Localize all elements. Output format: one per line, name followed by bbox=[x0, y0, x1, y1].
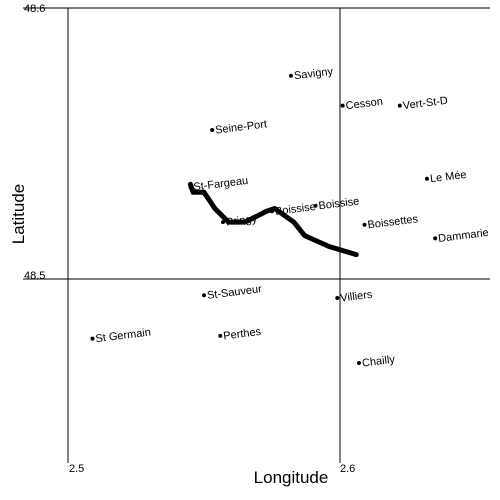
town-marker bbox=[289, 73, 293, 78]
town-marker bbox=[397, 103, 402, 108]
town-vert-st-d: Vert-St-D bbox=[397, 95, 449, 112]
town-marker bbox=[313, 203, 318, 208]
town-marker bbox=[188, 184, 193, 189]
town-label: Dammarie bbox=[438, 227, 490, 245]
route-line bbox=[187, 181, 359, 258]
town-label: St-Sauveur bbox=[206, 283, 262, 302]
town-marker bbox=[90, 336, 95, 341]
town-label: Le Mée bbox=[429, 169, 467, 185]
town-label: Boissise bbox=[318, 195, 360, 212]
town-savigny: Savigny bbox=[289, 66, 334, 83]
town-marker bbox=[362, 222, 367, 227]
town-marker bbox=[357, 361, 361, 365]
y-tick-label-48-6: 48.6 bbox=[24, 3, 45, 15]
town-st-germain: St Germain bbox=[90, 326, 152, 345]
town-marker bbox=[433, 236, 438, 241]
town-boissettes: Boissettes bbox=[362, 213, 419, 231]
town-seine-port: Seine-Port bbox=[210, 118, 268, 137]
town-pringy: Pringy bbox=[221, 213, 258, 229]
town-label: St-Fargeau bbox=[193, 175, 249, 194]
town-perthes: Perthes bbox=[218, 326, 263, 343]
town-marker bbox=[425, 176, 429, 181]
map-frame bbox=[23, 7, 490, 463]
town-marker bbox=[221, 220, 225, 225]
y-axis-title: Latitude bbox=[9, 184, 28, 245]
town-le-m-e: Le Mée bbox=[425, 169, 467, 185]
town-label: Villiers bbox=[340, 289, 374, 305]
x-tick-label-2-6: 2.6 bbox=[340, 463, 355, 475]
town-marker bbox=[340, 103, 345, 108]
town-boissise: Boissise bbox=[270, 201, 316, 218]
town-marker bbox=[335, 296, 340, 300]
town-label: Boissettes bbox=[367, 213, 419, 231]
town-label: Savigny bbox=[293, 66, 334, 83]
x-tick-label-2-5: 2.5 bbox=[69, 463, 84, 475]
town-cesson: Cesson bbox=[340, 96, 384, 112]
town-st-sauveur: St-Sauveur bbox=[202, 283, 263, 302]
town-label: Boissise bbox=[274, 201, 316, 218]
town-label: Seine-Port bbox=[215, 118, 268, 136]
town-villiers: Villiers bbox=[335, 289, 374, 305]
town-marker bbox=[270, 209, 274, 214]
town-label: Vert-St-D bbox=[402, 95, 448, 112]
town-chailly: Chailly bbox=[357, 354, 396, 370]
town-boissise: Boissise bbox=[313, 195, 360, 212]
town-dammarie: Dammarie bbox=[433, 227, 490, 245]
town-label: Chailly bbox=[361, 354, 396, 370]
town-marker bbox=[202, 293, 206, 298]
town-label: Perthes bbox=[223, 326, 263, 343]
town-label: St Germain bbox=[95, 326, 152, 345]
y-tick-label-48-5: 48.5 bbox=[24, 270, 45, 282]
x-axis-title: Longitude bbox=[254, 468, 329, 487]
town-marker bbox=[210, 128, 215, 132]
town-label: Pringy bbox=[225, 213, 258, 229]
town-marker bbox=[218, 333, 223, 338]
town-st-fargeau: St-Fargeau bbox=[188, 175, 249, 194]
town-label: Cesson bbox=[345, 96, 383, 112]
